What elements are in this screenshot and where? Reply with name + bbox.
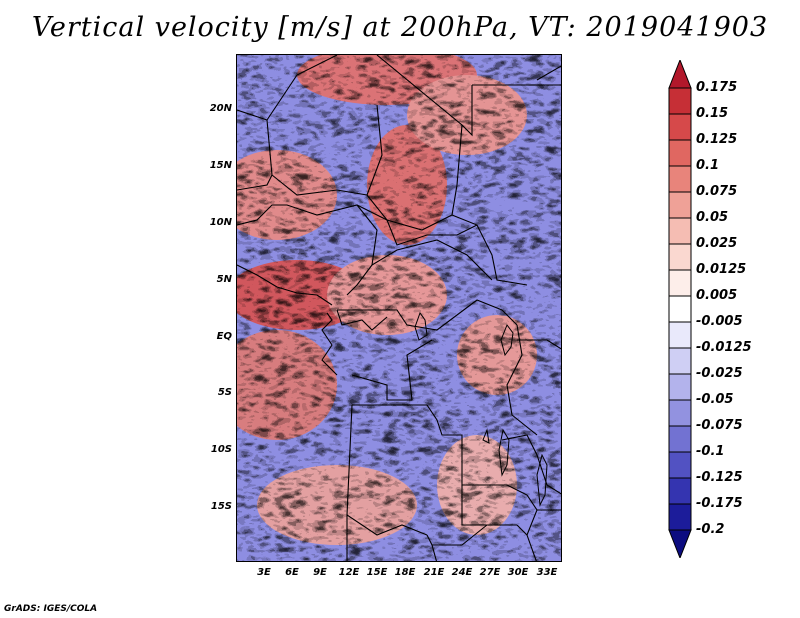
colorbar-label: -0.075 (696, 418, 743, 433)
colorbar-swatch (668, 451, 692, 479)
colorbar-label: 0.05 (696, 210, 729, 225)
colorbar-swatch (668, 113, 692, 141)
colorbar-swatch (668, 217, 692, 245)
colorbar-label: 0.025 (696, 236, 738, 251)
colorbar-label: -0.0125 (696, 340, 752, 355)
colorbar-label: -0.175 (696, 496, 743, 511)
chart-title: Vertical velocity [m/s] at 200hPa, VT: 2… (31, 12, 769, 43)
colorbar-label: 0.125 (696, 132, 738, 147)
colorbar-swatch (668, 165, 692, 193)
lon-label-9e: 9E (313, 567, 327, 578)
colorbar-label: 0.175 (696, 80, 738, 95)
colorbar-swatch (668, 373, 692, 401)
colorbar-swatch (668, 269, 692, 297)
colorbar-bottom-arrow (668, 529, 692, 558)
map-panel (236, 54, 562, 562)
colorbar-label: -0.2 (696, 522, 725, 537)
lat-label-15s: 15S (210, 501, 232, 512)
colorbar-swatch (668, 347, 692, 375)
field-noise (237, 55, 561, 561)
colorbar-swatch (668, 399, 692, 427)
colorbar (668, 60, 692, 558)
lon-label-27e: 27E (479, 567, 501, 578)
colorbar-label: -0.1 (696, 444, 725, 459)
lon-label-6e: 6E (285, 567, 299, 578)
colorbar-swatch (668, 503, 692, 531)
lon-label-18e: 18E (394, 567, 416, 578)
colorbar-label: -0.025 (696, 366, 743, 381)
colorbar-swatch (668, 87, 692, 115)
colorbar-label: 0.0125 (696, 262, 747, 277)
colorbar-label: -0.05 (696, 392, 734, 407)
lon-label-21e: 21E (423, 567, 445, 578)
colorbar-swatch (668, 477, 692, 505)
colorbar-label: 0.005 (696, 288, 738, 303)
lat-label-5n: 5N (216, 274, 232, 285)
lon-label-30e: 30E (507, 567, 529, 578)
colorbar-swatch (668, 425, 692, 453)
lon-label-24e: 24E (451, 567, 473, 578)
vertical-velocity-field (237, 55, 561, 561)
lat-label-15n: 15N (209, 160, 232, 171)
lat-label-20n: 20N (209, 103, 232, 114)
lat-label-10s: 10S (210, 444, 232, 455)
lon-label-15e: 15E (366, 567, 388, 578)
lon-label-12e: 12E (338, 567, 360, 578)
colorbar-label: -0.125 (696, 470, 743, 485)
lat-label-5s: 5S (217, 387, 232, 398)
footer-credit: GrADS: IGES/COLA (4, 604, 98, 614)
lat-label-eq: EQ (216, 331, 232, 342)
colorbar-label: -0.005 (696, 314, 743, 329)
colorbar-label: 0.075 (696, 184, 738, 199)
colorbar-label: 0.1 (696, 158, 720, 173)
colorbar-swatch (668, 191, 692, 219)
lat-label-10n: 10N (209, 217, 232, 228)
colorbar-label: 0.15 (696, 106, 729, 121)
colorbar-swatch (668, 295, 692, 323)
lon-label-3e: 3E (257, 567, 271, 578)
colorbar-swatch (668, 243, 692, 271)
colorbar-top-arrow (668, 60, 692, 89)
lon-label-33e: 33E (536, 567, 558, 578)
colorbar-swatch (668, 139, 692, 167)
colorbar-swatch (668, 321, 692, 349)
country-borders (237, 55, 561, 561)
lakes (414, 311, 548, 507)
